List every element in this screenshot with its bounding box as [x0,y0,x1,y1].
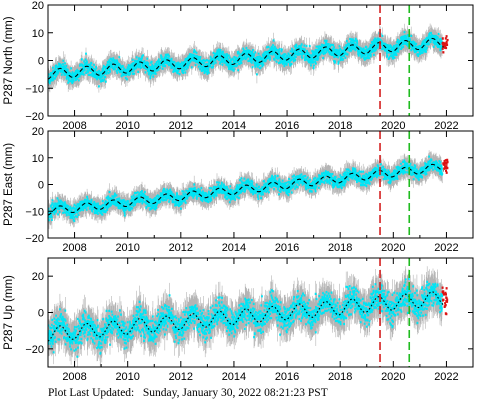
y-tick-label: 20 [32,0,44,12]
y-tick-label: 0 [38,56,44,68]
recent-points [441,35,449,54]
x-tick-label: 2008 [62,371,86,383]
y-tick-label: −20 [25,344,44,356]
y-axis-label: P287 North (mm) [3,16,15,104]
y-tick-label: 10 [32,28,44,40]
data-layer-0 [48,23,449,93]
x-tick-label: 2016 [275,242,299,254]
data-layer-2 [48,266,449,367]
recent-points [442,158,449,174]
x-tick-label: 2010 [115,242,139,254]
model-fit-line [48,291,445,342]
data-points [48,155,444,223]
x-tick-label: 2012 [169,242,193,254]
panel-1: −20 −10 0 10 20 2008 2010 2012 2014 2016 2018 2020 2… [3,126,474,254]
x-tick-label: 2020 [381,242,405,254]
y-tick-label: 20 [32,271,44,283]
model-fit-line [48,37,444,80]
model-fit-line [48,163,444,216]
footer-label: Plot Last Updated: [48,387,135,399]
y-tick-label: 10 [32,153,44,165]
x-tick-label: 2022 [434,242,458,254]
y-tick-label: −10 [25,206,44,218]
y-tick-label: −20 [25,111,44,123]
x-tick-label: 2008 [62,120,86,132]
y-tick-label: 0 [38,180,44,192]
x-tick-label: 2016 [275,120,299,132]
y-tick-label: −20 [25,233,44,245]
y-tick-label: 20 [32,126,44,138]
data-layer-1 [48,150,449,229]
footer-timestamp: Sunday, January 30, 2022 08:21:23 PST [142,387,328,399]
x-tick-label: 2018 [328,242,352,254]
x-tick-label: 2020 [381,120,405,132]
y-tick-label: −10 [25,83,44,95]
x-tick-label: 2014 [222,242,246,254]
y-axis-label: P287 Up (mm) [3,275,15,350]
panel-0: −20 −10 0 10 20 2008 2010 2012 2014 2016 2018 2020 2… [3,0,474,132]
plot-footer: Plot Last Updated: Sunday, January 30, 2… [48,387,328,399]
x-tick-label: 2014 [222,371,246,383]
x-tick-label: 2018 [328,120,352,132]
x-tick-label: 2010 [115,371,139,383]
x-tick-label: 2014 [222,120,246,132]
x-tick-label: 2022 [434,120,458,132]
x-tick-label: 2022 [434,371,458,383]
panel-2: −20 0 20 2008 2010 2012 2014 2016 2018 2020 2022 P2… [3,257,474,383]
y-tick-label: 0 [38,308,44,320]
x-tick-label: 2020 [381,371,405,383]
x-tick-label: 2018 [328,371,352,383]
x-tick-label: 2010 [115,120,139,132]
y-axis-label: P287 East (mm) [3,143,15,226]
x-tick-label: 2016 [275,371,299,383]
recent-points [441,286,449,316]
x-tick-label: 2008 [62,242,86,254]
x-tick-label: 2012 [169,371,193,383]
x-tick-label: 2012 [169,120,193,132]
